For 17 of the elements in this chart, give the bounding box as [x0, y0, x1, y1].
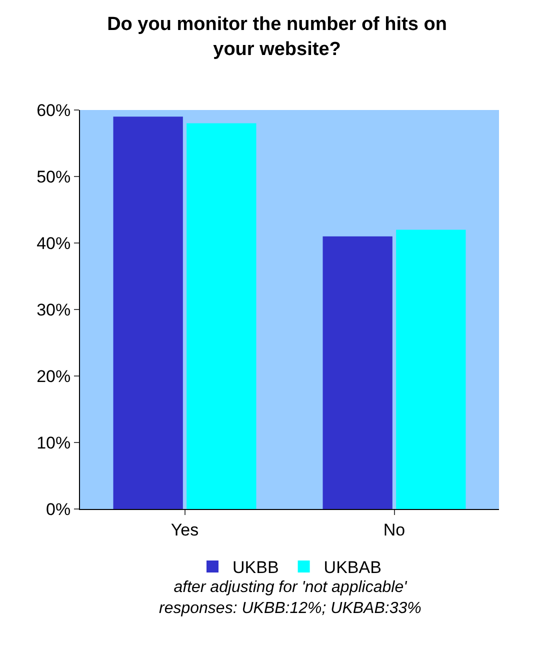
- chart-title: Do you monitor the number of hits on your website?: [107, 14, 447, 60]
- y-tick-label: 30%: [36, 300, 71, 320]
- legend-label: UKBB: [232, 558, 279, 578]
- y-tick-label: 10%: [36, 433, 71, 452]
- y-tick-label: 60%: [36, 100, 71, 120]
- y-tick-label: 0%: [46, 500, 71, 519]
- x-tick-label: No: [383, 520, 406, 540]
- y-tick-label: 50%: [36, 167, 71, 186]
- bar: [322, 236, 392, 509]
- bar: [186, 123, 256, 509]
- y-tick-label: 20%: [36, 366, 71, 386]
- text: after adjusting for 'not applicable' responses: UKBB:12%; UKBAB:33%: [159, 579, 422, 617]
- legend-label: UKBAB: [324, 558, 382, 578]
- y-tick-label: 40%: [36, 234, 71, 253]
- bar: [396, 230, 466, 509]
- bar: [113, 116, 183, 509]
- x-tick-label: Yes: [170, 520, 199, 540]
